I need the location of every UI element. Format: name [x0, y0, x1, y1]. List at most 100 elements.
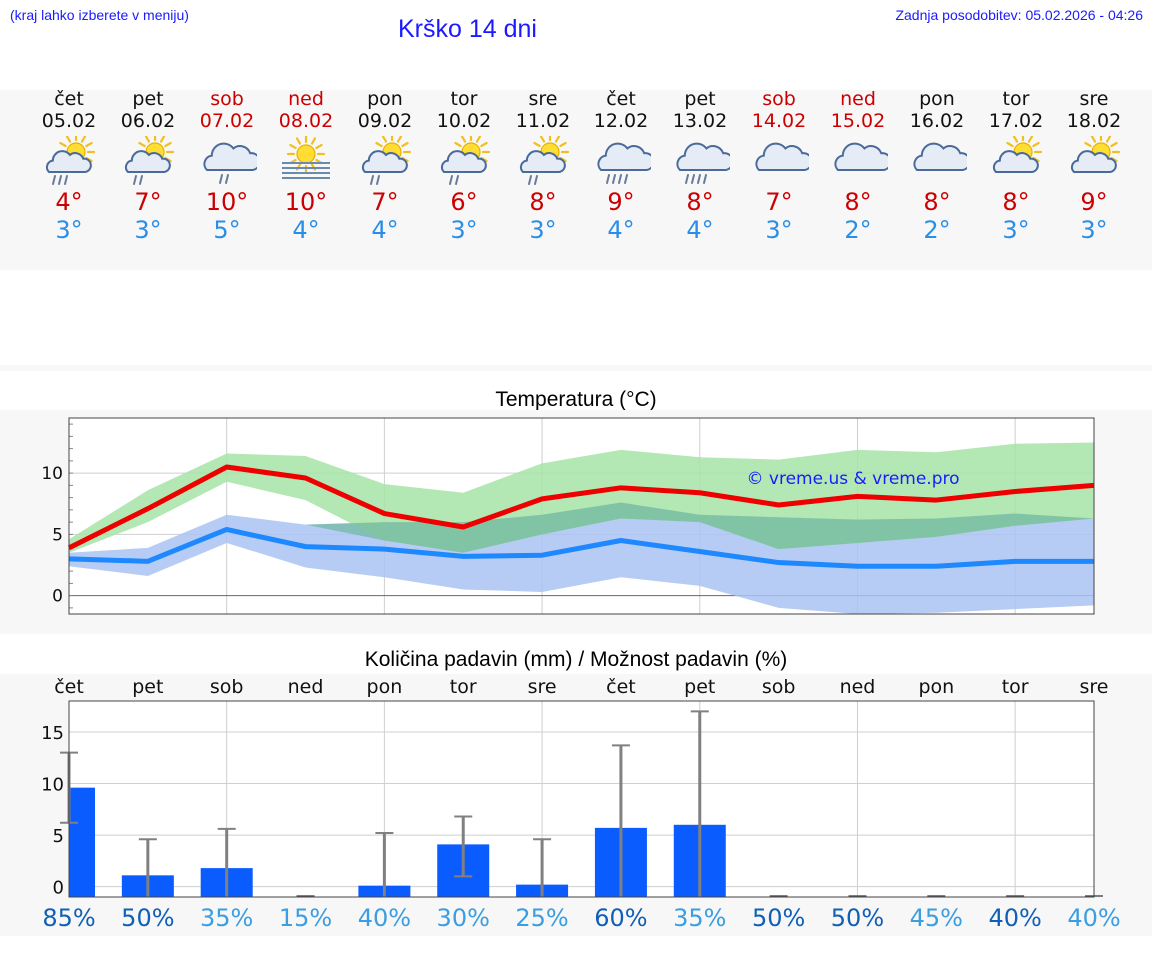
data-point-max [699, 492, 701, 494]
data-point-min [226, 528, 228, 530]
day-forecast: tor 10.02 6° 3° [424, 88, 504, 244]
daily-forecast-band [0, 90, 1152, 270]
sun-cloud-icon [1071, 136, 1121, 173]
series-line-min [68, 526, 1094, 569]
data-point-max [462, 526, 464, 528]
plot-frame [68, 417, 1095, 615]
x-tick-label: pet [684, 676, 715, 698]
cloud-light-rain-icon [203, 142, 257, 184]
precipitation-probability: 40% [1067, 904, 1120, 932]
day-name: tor [1002, 88, 1030, 110]
precipitation-probability: 50% [831, 904, 884, 932]
data-point-min [856, 565, 858, 567]
min-temperature: 3° [529, 216, 557, 244]
max-temperature: 4° [55, 188, 83, 216]
day-date: 07.02 [199, 110, 255, 132]
data-point-min [462, 555, 464, 557]
x-tick-label: sob [210, 676, 244, 698]
day-name: ned [288, 88, 324, 110]
cloud-icon [913, 142, 967, 171]
data-point-min [778, 562, 780, 564]
data-point-max [147, 508, 149, 510]
day-forecast: pet 06.02 7° 3° [108, 88, 188, 244]
day-date: 10.02 [436, 110, 492, 132]
max-temperature: 6° [450, 188, 478, 216]
data-point-max [1014, 491, 1016, 492]
day-date: 16.02 [909, 110, 965, 132]
x-tick-label: ned [840, 676, 876, 698]
x-tick-label: ned [288, 676, 324, 698]
data-point-min [699, 551, 701, 553]
series-line-max [67, 464, 1095, 551]
max-temperature: 10° [284, 188, 328, 216]
watermark: © vreme.us & vreme.pro [746, 469, 959, 489]
day-name: pet [132, 88, 164, 110]
daily-forecast: čet 05.02 4° 3° pet 06.02 7° 3° sob 07.02 10° 5° ned… [0, 88, 1152, 248]
precipitation-chart-title: Količina padavin (mm) / Možnost padavin … [364, 648, 788, 671]
min-temperature: 4° [292, 216, 320, 244]
min-temperature: 2° [923, 216, 951, 244]
day-forecast: pet 13.02 8° 4° [660, 88, 740, 244]
precipitation-probability: 45% [910, 904, 963, 932]
sun-cloud-icon [993, 136, 1043, 173]
last-updated: Zadnja posodobitev: 05.02.2026 - 04:26 [895, 7, 1143, 23]
cloud-icon [834, 142, 888, 171]
min-temperature: 4° [371, 216, 399, 244]
precipitation-probability: 60% [594, 904, 647, 932]
x-tick-label: sre [1080, 676, 1109, 698]
max-temperature: 10° [205, 188, 249, 216]
day-name: pet [684, 88, 716, 110]
day-forecast: pon 16.02 8° 2° [897, 88, 977, 244]
page-title: Krško 14 dni [398, 15, 537, 43]
precipitation-bar [69, 787, 95, 897]
day-name: čet [606, 88, 636, 110]
data-point-min [1014, 560, 1016, 562]
day-name: pon [367, 88, 403, 110]
sun-cloud-light-rain-icon [520, 136, 570, 185]
day-date: 12.02 [593, 110, 649, 132]
day-date: 05.02 [41, 110, 97, 132]
day-forecast: sre 18.02 9° 3° [1054, 88, 1134, 244]
day-forecast: sre 11.02 8° 3° [503, 88, 583, 244]
precipitation-probability: 35% [200, 904, 253, 932]
x-tick-label: pon [918, 676, 954, 698]
plot-area [69, 701, 1094, 897]
min-temperature: 3° [1002, 216, 1030, 244]
x-tick-label: sob [762, 676, 796, 698]
data-point-max [226, 466, 228, 468]
min-temperature: 3° [450, 216, 478, 244]
cloud-rain-icon [676, 142, 730, 184]
day-name: sre [1079, 88, 1109, 110]
min-temperature: 3° [134, 216, 162, 244]
sun-fog-icon [282, 136, 330, 179]
day-forecast: čet 05.02 4° 3° [29, 88, 109, 244]
precipitation-probability: 50% [121, 904, 174, 932]
max-temperature: 8° [923, 188, 951, 216]
data-point-max [620, 487, 622, 489]
x-tick-label: čet [54, 676, 84, 698]
data-point-min [305, 546, 307, 548]
y-tick-label: 0 [52, 587, 63, 607]
day-date: 14.02 [751, 110, 807, 132]
max-temperature: 8° [686, 188, 714, 216]
day-name: sob [210, 88, 244, 110]
day-date: 17.02 [988, 110, 1044, 132]
data-point-min [935, 565, 937, 567]
max-temperature: 8° [529, 188, 557, 216]
day-forecast: ned 15.02 8° 2° [818, 88, 898, 244]
day-forecast: ned 08.02 10° 4° [266, 88, 346, 244]
band-overlap [69, 502, 1094, 553]
day-date: 13.02 [672, 110, 728, 132]
precipitation-probability: 30% [437, 904, 490, 932]
day-forecast: sob 07.02 10° 5° [187, 88, 267, 244]
precipitation-probability: 40% [988, 904, 1041, 932]
precipitation-probability: 35% [673, 904, 726, 932]
min-temperature: 3° [765, 216, 793, 244]
precipitation-probability: 15% [279, 904, 332, 932]
x-tick-label: pet [132, 676, 163, 698]
day-date: 11.02 [515, 110, 571, 132]
day-date: 08.02 [278, 110, 334, 132]
temperature-chart-title: Temperatura (°C) [495, 388, 657, 411]
data-point-min [620, 540, 622, 541]
min-temperature: 3° [55, 216, 83, 244]
